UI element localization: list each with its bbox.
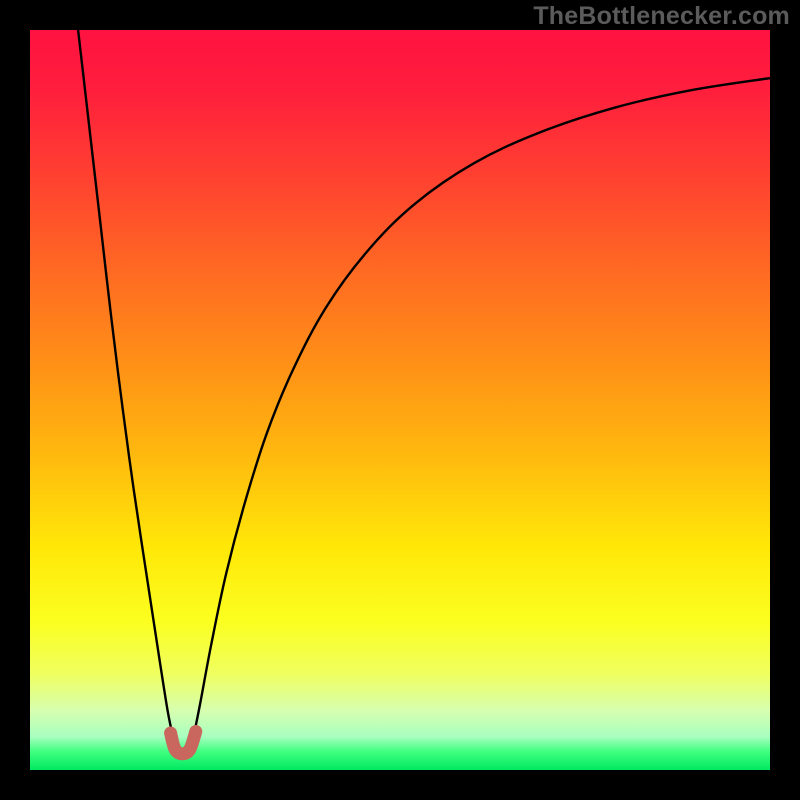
plot-area (30, 30, 770, 770)
chart-svg (30, 30, 770, 770)
chart-background (30, 30, 770, 770)
chart-frame: TheBottlenecker.com (0, 0, 800, 800)
watermark-text: TheBottlenecker.com (533, 2, 790, 31)
